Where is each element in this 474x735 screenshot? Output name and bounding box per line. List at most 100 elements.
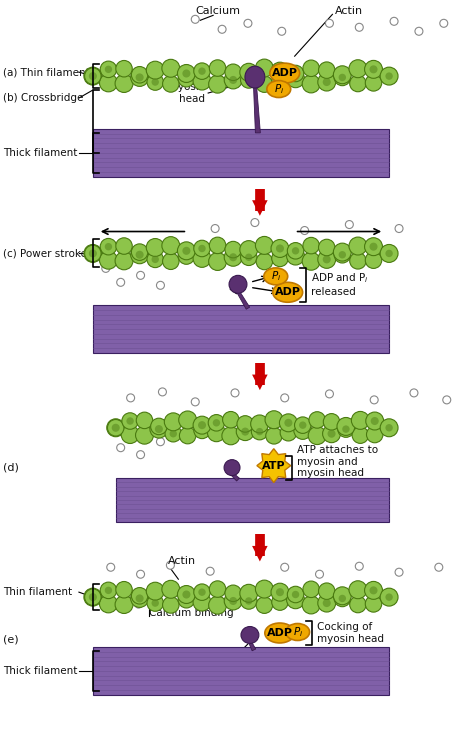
Circle shape — [162, 60, 180, 77]
Circle shape — [115, 74, 133, 93]
Circle shape — [278, 27, 286, 35]
Ellipse shape — [265, 623, 295, 643]
Circle shape — [136, 412, 153, 429]
Text: Calcium: Calcium — [196, 7, 241, 16]
Circle shape — [229, 597, 237, 605]
Circle shape — [349, 60, 367, 78]
FancyBboxPatch shape — [93, 305, 389, 353]
Circle shape — [152, 256, 159, 263]
Circle shape — [240, 249, 257, 265]
Circle shape — [302, 596, 320, 614]
Circle shape — [209, 75, 227, 93]
Circle shape — [338, 595, 346, 602]
Circle shape — [256, 597, 273, 614]
Circle shape — [350, 253, 366, 269]
Circle shape — [180, 427, 196, 444]
Text: (e): (e) — [3, 635, 19, 645]
Circle shape — [356, 562, 363, 570]
Circle shape — [105, 65, 112, 73]
Circle shape — [146, 61, 164, 79]
Circle shape — [117, 279, 125, 287]
Circle shape — [323, 425, 340, 442]
Circle shape — [107, 419, 125, 437]
Circle shape — [240, 72, 257, 88]
Circle shape — [350, 596, 366, 613]
Circle shape — [150, 420, 168, 438]
Circle shape — [410, 389, 418, 397]
Circle shape — [333, 587, 351, 605]
Circle shape — [281, 563, 289, 571]
Circle shape — [194, 422, 210, 439]
Circle shape — [255, 237, 273, 254]
Ellipse shape — [264, 268, 288, 285]
Circle shape — [224, 248, 242, 266]
Circle shape — [177, 586, 195, 603]
Polygon shape — [231, 473, 239, 481]
Circle shape — [107, 563, 115, 571]
Text: ATP attaches to
myosin and
myosin head
detaches: ATP attaches to myosin and myosin head d… — [297, 445, 378, 490]
Circle shape — [323, 414, 340, 430]
Circle shape — [251, 415, 269, 433]
Circle shape — [255, 59, 273, 77]
Circle shape — [122, 413, 138, 429]
Circle shape — [131, 67, 148, 83]
Circle shape — [255, 580, 273, 598]
Text: (d): (d) — [3, 462, 19, 473]
Circle shape — [271, 62, 289, 80]
Text: $P_i$: $P_i$ — [271, 270, 281, 283]
Circle shape — [256, 428, 264, 435]
Circle shape — [334, 590, 351, 606]
Ellipse shape — [286, 623, 310, 640]
Text: Thick filament: Thick filament — [3, 148, 78, 158]
Circle shape — [147, 595, 164, 612]
Circle shape — [301, 226, 309, 234]
Circle shape — [271, 240, 289, 257]
Circle shape — [319, 583, 335, 600]
Circle shape — [179, 411, 197, 429]
Circle shape — [319, 62, 335, 79]
Circle shape — [380, 419, 398, 437]
Text: Calcium binding: Calcium binding — [148, 608, 233, 618]
Circle shape — [229, 254, 237, 262]
Circle shape — [162, 237, 180, 254]
Ellipse shape — [229, 276, 247, 293]
Circle shape — [89, 72, 97, 80]
Circle shape — [115, 595, 133, 614]
Text: Thin filament: Thin filament — [3, 587, 73, 597]
Circle shape — [276, 245, 284, 253]
Circle shape — [191, 398, 199, 406]
Circle shape — [272, 250, 288, 267]
Circle shape — [225, 64, 241, 81]
Ellipse shape — [245, 66, 265, 88]
Circle shape — [371, 417, 379, 425]
Text: ADP: ADP — [267, 628, 293, 638]
Circle shape — [323, 599, 331, 607]
Circle shape — [309, 412, 325, 429]
Circle shape — [365, 75, 382, 91]
Circle shape — [265, 411, 283, 429]
Text: $P_i$: $P_i$ — [273, 82, 284, 96]
Circle shape — [380, 245, 398, 262]
Text: ADP: ADP — [275, 287, 301, 297]
Ellipse shape — [241, 626, 259, 643]
Circle shape — [224, 71, 242, 89]
Circle shape — [182, 69, 191, 77]
Circle shape — [302, 252, 320, 270]
Circle shape — [131, 587, 148, 604]
Circle shape — [147, 74, 164, 90]
Circle shape — [337, 421, 354, 437]
Circle shape — [299, 421, 307, 429]
Circle shape — [366, 412, 383, 430]
Circle shape — [271, 583, 289, 601]
Circle shape — [137, 570, 145, 578]
Circle shape — [240, 584, 258, 602]
Circle shape — [208, 415, 225, 431]
Circle shape — [380, 588, 398, 606]
Circle shape — [178, 248, 195, 265]
Circle shape — [326, 19, 333, 27]
Circle shape — [127, 417, 134, 425]
Circle shape — [116, 60, 132, 77]
Circle shape — [245, 254, 253, 261]
Circle shape — [435, 563, 443, 571]
Circle shape — [318, 73, 336, 91]
